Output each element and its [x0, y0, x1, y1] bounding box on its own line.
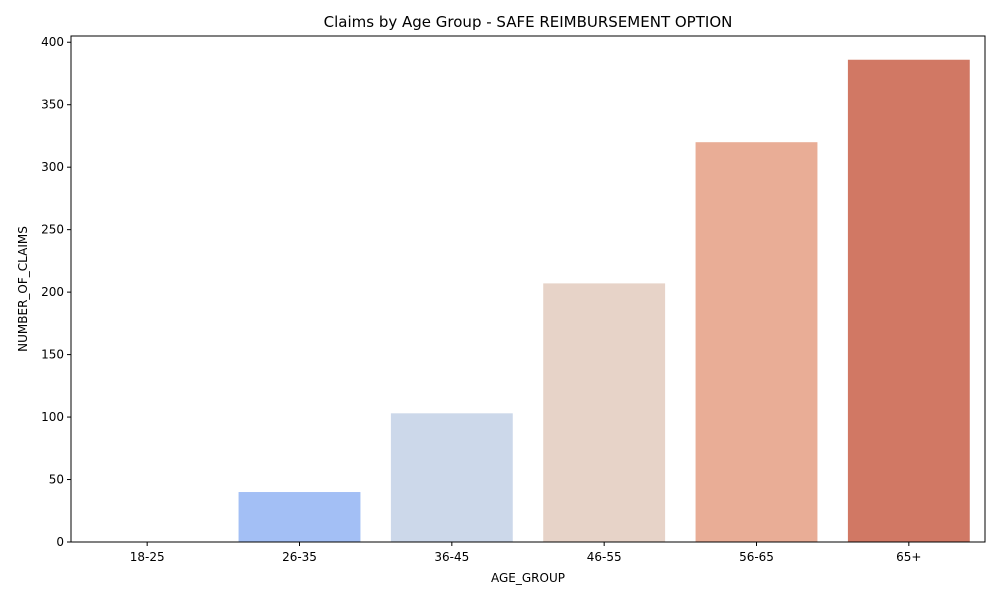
bar-65+ — [847, 59, 970, 542]
bar-26-35 — [238, 492, 361, 542]
x-tick-label: 56-65 — [739, 550, 774, 564]
y-tick-label: 250 — [41, 223, 64, 237]
x-ticks: 18-25 26-35 36-45 46-55 56-65 65+ — [130, 542, 921, 564]
y-tick-label: 350 — [41, 98, 64, 112]
y-tick-label: 50 — [49, 473, 64, 487]
x-axis-label: AGE_GROUP — [491, 571, 565, 585]
y-axis-label: NUMBER_OF_CLAIMS — [16, 226, 30, 352]
x-tick-label: 18-25 — [130, 550, 165, 564]
bar-46-55 — [543, 283, 666, 542]
y-tick-label: 0 — [56, 535, 64, 549]
y-tick-label: 200 — [41, 285, 64, 299]
bars-layer — [238, 59, 970, 543]
plot-frame — [70, 35, 986, 543]
y-tick-label: 300 — [41, 160, 64, 174]
x-tick-label: 46-55 — [587, 550, 622, 564]
y-tick-label: 150 — [41, 348, 64, 362]
y-tick-label: 400 — [41, 35, 64, 49]
x-tick-label: 36-45 — [434, 550, 469, 564]
x-tick-label: 65+ — [896, 550, 921, 564]
x-tick-label: 26-35 — [282, 550, 317, 564]
y-tick-label: 100 — [41, 410, 64, 424]
bar-56-65 — [695, 142, 818, 543]
y-ticks: 0 50 100 150 200 250 300 350 400 — [41, 35, 71, 549]
chart-title: Claims by Age Group - SAFE REIMBURSEMENT… — [324, 13, 733, 31]
bar-36-45 — [390, 413, 513, 542]
